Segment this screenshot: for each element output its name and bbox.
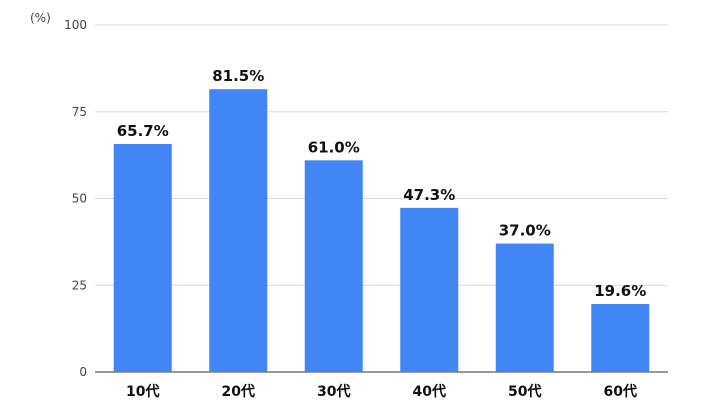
bar-data-label: 61.0% — [308, 138, 360, 156]
x-category-label: 40代 — [413, 383, 446, 400]
bar — [591, 303, 650, 372]
bar-data-label: 47.3% — [403, 186, 455, 204]
y-tick-label: 100 — [64, 18, 87, 32]
bar-data-label: 81.5% — [212, 67, 264, 85]
bar-data-label: 19.6% — [594, 282, 646, 300]
y-tick-label: 25 — [72, 278, 87, 292]
bar — [304, 160, 363, 372]
bar — [400, 207, 459, 372]
y-tick-label: 0 — [79, 365, 87, 379]
bar-data-label: 37.0% — [499, 222, 551, 240]
y-tick-label: 75 — [72, 105, 87, 119]
y-axis-unit: (%) — [30, 11, 51, 25]
bar — [113, 144, 172, 372]
bar — [495, 243, 554, 372]
x-category-label: 20代 — [222, 383, 255, 400]
x-category-label: 30代 — [317, 383, 350, 400]
x-category-label: 50代 — [508, 383, 541, 400]
bar-data-label: 65.7% — [117, 122, 169, 140]
y-tick-label: 50 — [72, 192, 87, 206]
x-category-label: 10代 — [126, 383, 159, 400]
x-category-label: 60代 — [604, 383, 637, 400]
bar — [209, 89, 268, 372]
